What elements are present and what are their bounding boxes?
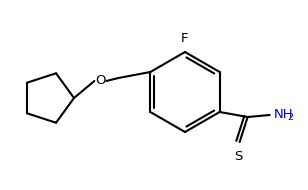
Text: S: S: [234, 150, 243, 163]
Text: F: F: [181, 32, 189, 45]
Text: O: O: [95, 74, 106, 88]
Text: NH: NH: [274, 108, 293, 121]
Text: 2: 2: [288, 113, 294, 123]
